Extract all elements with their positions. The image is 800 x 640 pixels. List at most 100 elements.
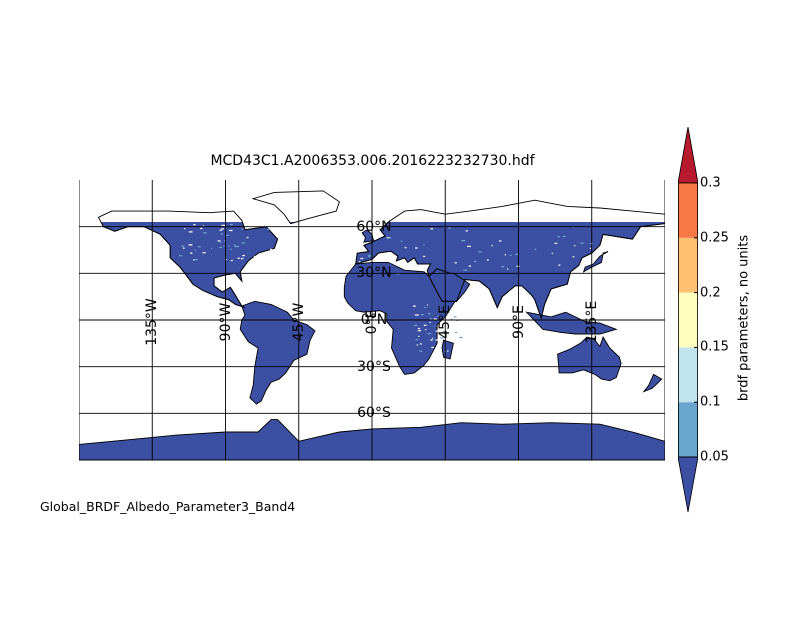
- data-speckle: [220, 242, 222, 244]
- meridian-label: 45°E: [437, 305, 454, 339]
- data-speckle: [355, 249, 359, 251]
- coastline-north-america: [97, 210, 279, 309]
- data-speckle: [246, 237, 249, 239]
- colorbar-label: brdf parameters, no units: [736, 234, 752, 402]
- data-speckle: [184, 228, 186, 230]
- colorbar-frame: [678, 182, 698, 458]
- data-speckle: [223, 245, 225, 247]
- data-speckle: [430, 339, 432, 341]
- data-speckle: [359, 261, 361, 263]
- data-speckle: [229, 223, 233, 226]
- data-speckle: [433, 318, 437, 320]
- data-speckle: [437, 315, 441, 317]
- data-speckle: [554, 242, 558, 244]
- data-speckle: [551, 252, 553, 254]
- data-speckle: [558, 264, 561, 266]
- colorbar-bin: [678, 347, 698, 403]
- data-speckle: [193, 259, 198, 261]
- data-speckle: [197, 246, 201, 248]
- data-speckle: [415, 339, 418, 341]
- data-speckle: [404, 247, 407, 249]
- colorbar-tick-label: 0.1: [700, 394, 721, 410]
- data-speckle: [504, 254, 506, 256]
- data-speckle: [219, 246, 223, 248]
- meridian-label: 90°W: [217, 302, 234, 342]
- data-speckle: [580, 242, 584, 244]
- data-speckle: [211, 247, 213, 249]
- data-speckle: [368, 255, 371, 257]
- data-speckle: [435, 330, 438, 332]
- data-speckle: [498, 240, 502, 242]
- data-speckle: [419, 343, 422, 345]
- data-speckle: [574, 245, 576, 247]
- data-speckle: [241, 228, 243, 230]
- data-speckle: [459, 351, 461, 353]
- data-speckle: [230, 248, 232, 250]
- colorbar-bin: [678, 292, 698, 348]
- data-speckle: [421, 314, 424, 316]
- data-speckle: [491, 245, 493, 247]
- data-speckle: [453, 316, 457, 318]
- data-speckle: [507, 268, 509, 270]
- map-title: MCD43C1.A2006353.006.2016223232730.hdf: [210, 153, 535, 169]
- colorbar: [678, 127, 698, 513]
- data-speckle: [202, 252, 206, 254]
- data-speckle: [188, 244, 193, 246]
- landmass-uk: [361, 229, 375, 243]
- data-speckle: [418, 335, 420, 337]
- data-speckle: [468, 265, 472, 267]
- landmass-madagascar: [441, 339, 454, 360]
- data-speckle: [414, 324, 418, 326]
- data-speckle: [427, 333, 432, 335]
- data-speckle: [230, 260, 233, 262]
- colorbar-bin: [678, 237, 698, 293]
- data-speckle: [486, 259, 489, 261]
- data-speckle: [368, 255, 371, 257]
- data-speckle: [474, 260, 477, 263]
- data-speckle: [453, 305, 457, 307]
- data-speckle: [396, 273, 400, 275]
- data-speckle: [228, 245, 230, 247]
- data-speckle: [217, 240, 221, 242]
- data-speckle: [448, 227, 452, 229]
- data-speckle: [242, 255, 245, 257]
- data-speckle: [233, 244, 236, 246]
- data-speckle: [400, 240, 403, 242]
- data-speckle: [454, 262, 457, 264]
- parallel-label: 0°N: [360, 312, 388, 328]
- data-speckle: [435, 339, 439, 341]
- data-speckle: [478, 251, 482, 253]
- colorbar-bin: [678, 402, 698, 457]
- data-speckle: [188, 231, 193, 233]
- data-speckle: [572, 256, 575, 258]
- data-speckle: [425, 329, 427, 331]
- data-speckle: [562, 235, 566, 238]
- data-speckle: [229, 229, 233, 232]
- data-speckle: [442, 331, 446, 333]
- data-speckle: [253, 255, 256, 257]
- data-speckle: [237, 257, 240, 259]
- meridian-label: 135°W: [144, 298, 161, 346]
- data-speckle: [182, 247, 185, 249]
- data-speckle: [459, 336, 463, 339]
- world-map: [79, 180, 665, 461]
- colorbar-over-extension: [678, 127, 698, 184]
- data-speckle: [424, 306, 427, 308]
- colorbar-tick-label: 0.3: [700, 175, 721, 191]
- graticule: [79, 180, 665, 460]
- colorbar-bin: [678, 183, 698, 238]
- meridian-label: 135°E: [583, 300, 600, 344]
- colorbar-tick-label: 0.2: [700, 285, 721, 301]
- data-speckle: [427, 313, 431, 315]
- data-speckle: [447, 350, 449, 352]
- data-speckle: [179, 255, 183, 257]
- coastline-europe-asia: [355, 199, 665, 321]
- data-speckle: [221, 228, 224, 230]
- data-speckle: [440, 337, 444, 339]
- data-speckle: [436, 272, 438, 274]
- data-speckle: [431, 339, 434, 341]
- data-speckle: [461, 240, 466, 242]
- data-speckle: [501, 266, 505, 268]
- meridian-label: 90°E: [510, 305, 527, 339]
- data-speckle: [388, 237, 392, 239]
